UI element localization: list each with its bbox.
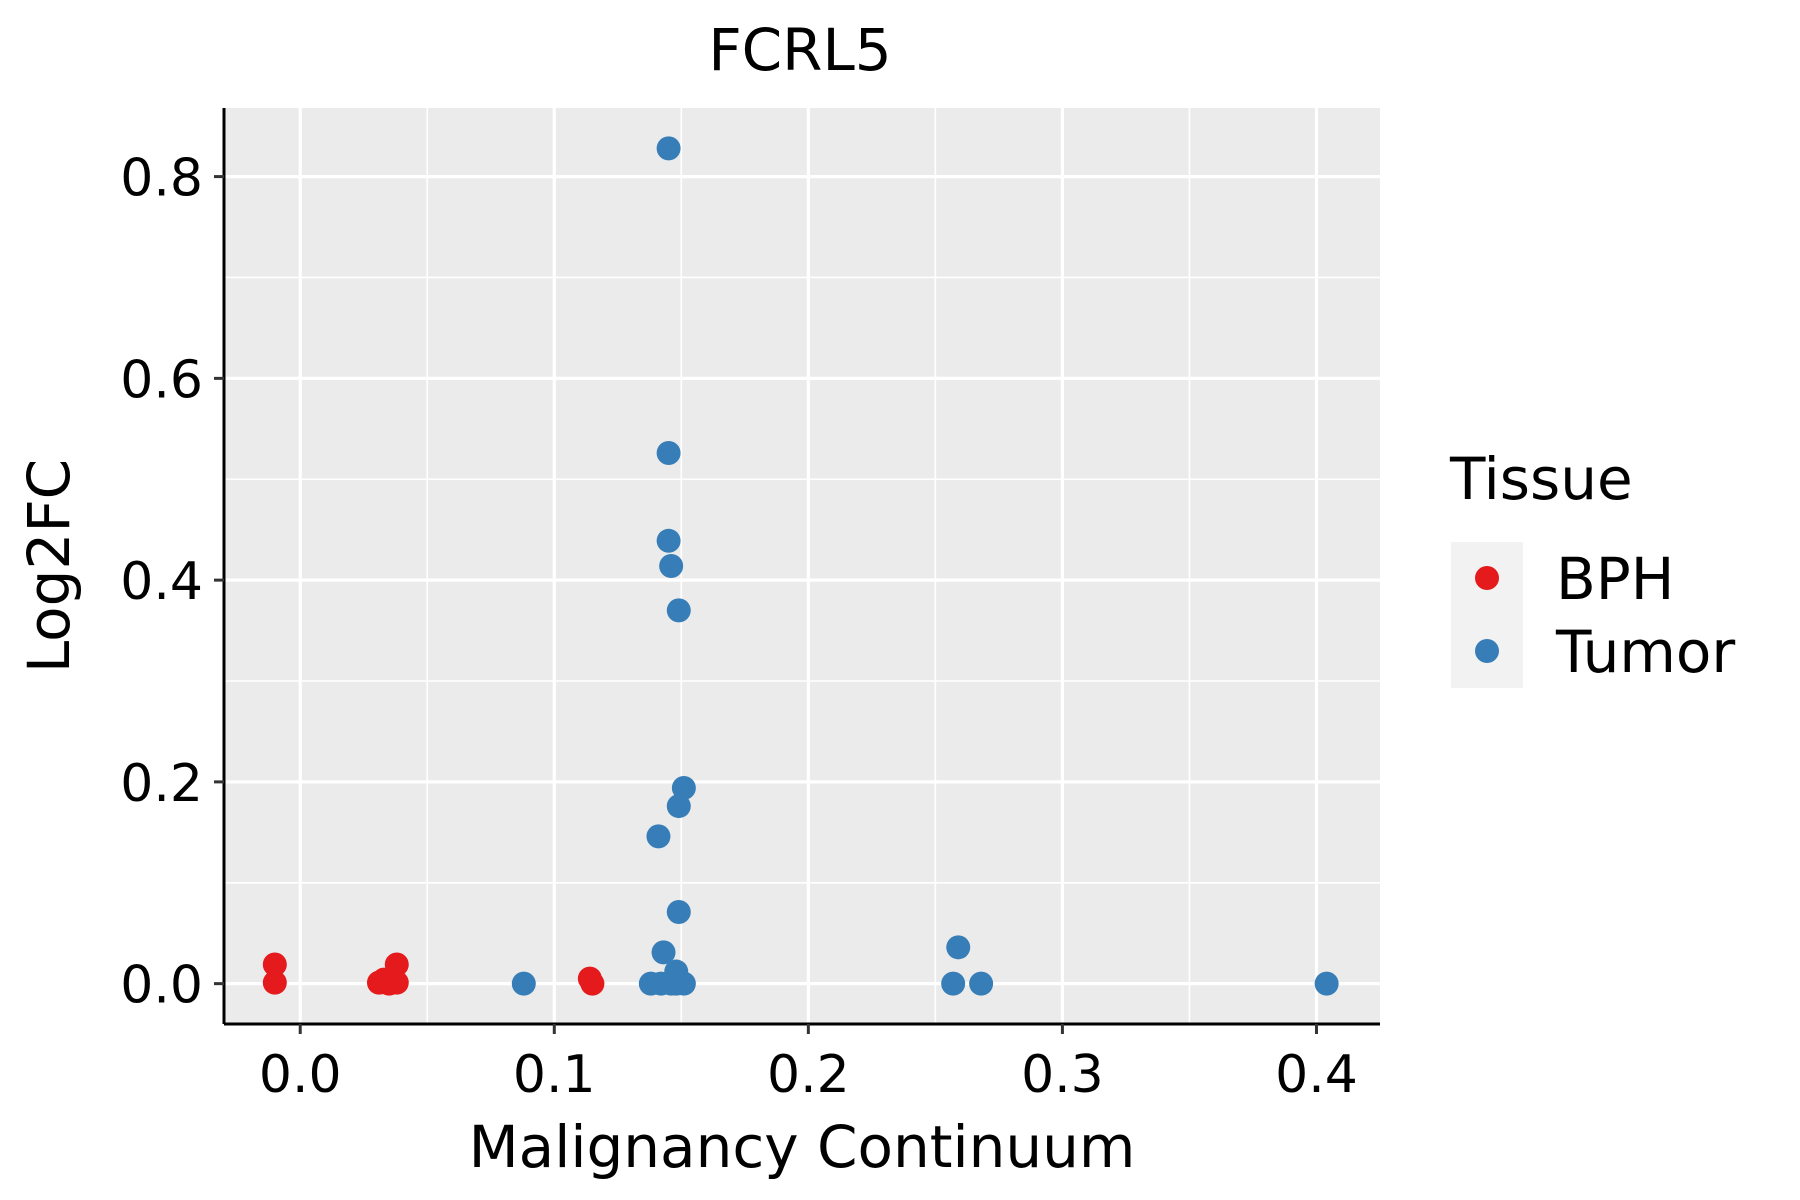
y-tick-label: 0.8 [120,149,203,209]
y-tick-label: 0.6 [120,350,203,410]
x-tick-label: 0.2 [767,1045,850,1105]
point-bph [580,971,605,996]
x-tick-label: 0.4 [1275,1045,1358,1105]
point-tumor [946,935,971,960]
y-tick-label: 0.2 [120,754,203,814]
point-tumor [666,900,691,925]
point-tumor [671,971,696,996]
point-tumor [656,528,681,553]
y-axis-title: Log2FC [15,459,83,673]
point-tumor [656,136,681,161]
point-tumor [659,554,684,578]
x-tick-label: 0.3 [1021,1045,1104,1105]
point-tumor [651,940,676,965]
minor-gridlines [224,108,1380,1024]
legend: Tissue BPH Tumor [1449,445,1735,688]
point-bph [262,952,287,977]
point-tumor [646,824,671,849]
legend-title: Tissue [1449,445,1633,513]
legend-key-tumor [1475,639,1499,663]
data-points [262,136,1339,996]
plot-panel [224,108,1380,1024]
point-tumor [511,971,536,996]
point-bph [384,952,409,977]
legend-label-bph: BPH [1556,545,1674,613]
major-gridlines [224,108,1380,1024]
y-axis-ticks: 0.0 0.2 0.4 0.6 0.8 [120,149,224,1016]
point-tumor [666,794,691,819]
point-tumor [969,971,994,996]
legend-key-bph [1475,566,1499,590]
point-tumor [666,598,691,623]
x-tick-label: 0.1 [513,1045,596,1105]
y-tick-label: 0.4 [120,552,203,612]
point-tumor [671,775,696,800]
y-tick-label: 0.0 [120,956,203,1016]
x-axis-ticks: 0.0 0.1 0.2 0.3 0.4 [259,1024,1358,1105]
x-axis-title: Malignancy Continuum [469,1113,1136,1181]
point-tumor [1314,971,1339,996]
chart-title: FCRL5 [708,16,891,84]
legend-label-tumor: Tumor [1555,618,1735,686]
point-tumor [941,971,966,996]
point-tumor [656,441,681,466]
point-bph [262,970,287,995]
legend-key-background [1451,542,1523,688]
x-tick-label: 0.0 [259,1045,342,1105]
point-bph [384,970,409,995]
